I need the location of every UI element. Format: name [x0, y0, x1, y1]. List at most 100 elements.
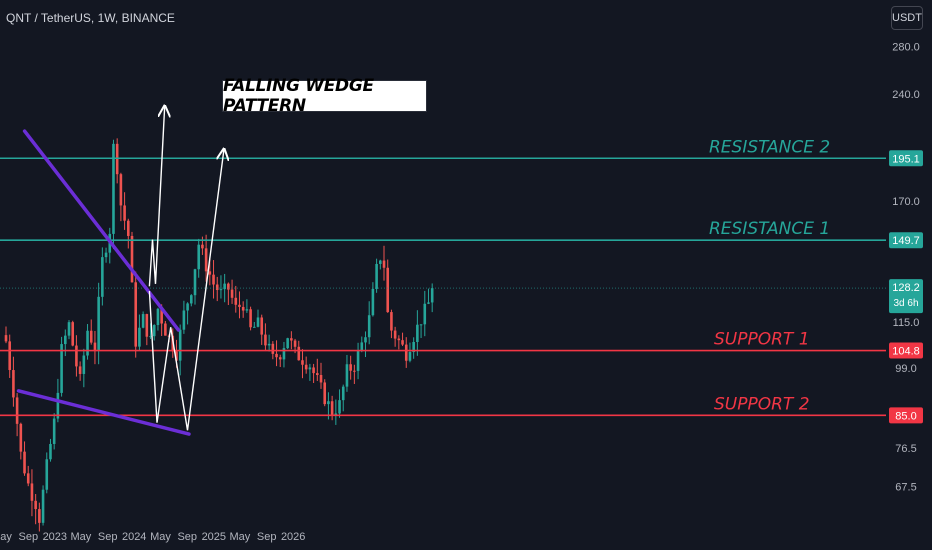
candle-body	[164, 323, 167, 336]
price-tag	[889, 150, 923, 167]
candle-body	[327, 401, 330, 405]
candle-body	[89, 330, 93, 343]
last-price-label: 128.2	[892, 282, 920, 294]
candle-body	[364, 337, 367, 343]
candle-body	[349, 364, 352, 371]
pattern-annotation: FALLING WEDGE PATTERN	[222, 76, 427, 116]
candle-body	[60, 344, 63, 393]
candle-body	[93, 342, 97, 351]
candle-body	[427, 302, 430, 304]
y-tick-label: 67.5	[895, 482, 916, 494]
candle-body	[101, 257, 104, 297]
projection-path	[148, 106, 164, 287]
price-tag-label: 104.8	[892, 346, 920, 358]
x-tick-label: May	[0, 531, 12, 543]
candle-body	[308, 367, 312, 370]
candle-body	[371, 288, 375, 316]
x-axis: May Sep 2023 May Sep 2024 May Sep 2025 May Sep 2026	[0, 531, 305, 543]
candle-body	[82, 355, 86, 374]
candle-body	[293, 340, 297, 347]
candle-body	[152, 325, 156, 337]
candle-body	[367, 315, 371, 338]
candle-body	[138, 327, 141, 347]
candle-body	[119, 174, 123, 206]
price-tag-label: 85.0	[895, 410, 916, 422]
candle-body	[23, 451, 26, 474]
candle-body	[341, 386, 345, 401]
wedge-line	[22, 129, 181, 332]
candle-body	[190, 295, 193, 304]
candle-body	[304, 364, 308, 370]
candle-body	[323, 382, 327, 405]
candle-body	[78, 366, 82, 374]
price-tag	[889, 232, 923, 249]
last-price-tag	[889, 279, 923, 314]
y-tick-label: 170.0	[892, 196, 920, 208]
candle-body	[412, 341, 415, 353]
x-tick-label: Sep	[18, 531, 38, 543]
support-label: SUPPORT 1	[714, 330, 810, 350]
candle-body	[8, 341, 12, 371]
candle-body	[104, 252, 108, 258]
candle-body	[126, 220, 130, 236]
candle-body	[275, 353, 278, 358]
candle-body	[215, 284, 219, 291]
candle-body	[297, 346, 301, 361]
y-tick-label: 115.0	[893, 317, 920, 329]
candle-body	[34, 500, 37, 510]
candle-body	[353, 370, 356, 372]
x-tick-label: Sep	[98, 531, 118, 543]
wedge-lines	[16, 129, 191, 436]
resistance-label: RESISTANCE 2	[709, 137, 830, 157]
candle-body	[241, 306, 245, 311]
candle-body	[141, 314, 145, 328]
candle-body	[178, 329, 182, 361]
x-tick-label: 2025	[202, 531, 226, 543]
candle-body	[208, 271, 212, 275]
candle-body	[345, 364, 349, 387]
x-tick-label: 2024	[122, 531, 146, 543]
candle-body	[134, 282, 138, 347]
candle-body	[379, 260, 382, 264]
candle-body	[123, 205, 126, 221]
candle-body	[38, 509, 41, 523]
candle-body	[401, 340, 404, 345]
candle-body	[282, 348, 286, 360]
candle-body	[219, 289, 223, 291]
candle-body	[75, 345, 78, 367]
projection-path	[148, 149, 224, 431]
candle-body	[175, 351, 178, 361]
candle-body	[249, 309, 252, 328]
candle-body	[245, 309, 249, 311]
candle-body	[26, 473, 30, 484]
candle-body	[197, 244, 201, 270]
candle-body	[30, 483, 34, 501]
candle-body	[63, 335, 67, 345]
levels: RESISTANCE 2 RESISTANCE 1 SUPPORT 1 SUPPORT…	[0, 137, 886, 417]
candle-body	[86, 330, 89, 356]
candle-body	[52, 418, 56, 444]
candle-body	[201, 244, 204, 249]
support-label: SUPPORT 2	[714, 394, 810, 414]
candle-body	[19, 423, 23, 452]
candle-body	[234, 297, 238, 305]
price-tag	[889, 407, 923, 424]
currency-button[interactable]: USDT	[891, 6, 923, 30]
candle-body	[56, 392, 60, 419]
candle-body	[112, 143, 115, 234]
x-tick-label: 2026	[281, 531, 305, 543]
candle-body	[260, 317, 264, 335]
x-tick-label: May	[230, 531, 251, 543]
candle-body	[404, 344, 408, 361]
candle-body	[230, 289, 234, 298]
candle-body	[271, 343, 275, 354]
candle-body	[264, 334, 267, 346]
candle-body	[423, 303, 427, 325]
candle-body	[223, 283, 226, 290]
y-tick-label: 240.0	[892, 89, 920, 101]
price-tag	[889, 342, 923, 359]
x-tick-label: Sep	[257, 531, 277, 543]
y-tick-label: 280.0	[892, 41, 920, 53]
candle-body	[416, 324, 419, 342]
